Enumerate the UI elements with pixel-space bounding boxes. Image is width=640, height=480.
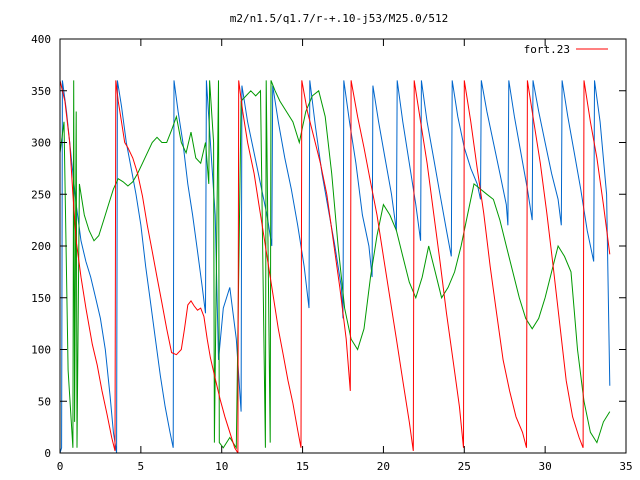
x-tick-label: 30 <box>539 460 552 473</box>
y-tick-label: 300 <box>31 137 51 150</box>
y-tick-label: 250 <box>31 188 51 201</box>
y-tick-label: 50 <box>38 395 51 408</box>
y-tick-label: 100 <box>31 344 51 357</box>
x-tick-label: 5 <box>138 460 145 473</box>
x-tick-label: 25 <box>458 460 471 473</box>
x-tick-label: 0 <box>57 460 64 473</box>
series-line-1 <box>60 80 611 453</box>
series-line-2 <box>60 80 611 450</box>
axis-ticks: 0 50 100 150 200 250 300 350 400 0 5 10 15 20 25 30 35 <box>31 33 633 473</box>
chart-title: m2/n1.5/q1.7/r-+.10-j53/M25.0/512 <box>230 12 449 25</box>
series-layer <box>60 80 611 453</box>
y-tick-label: 400 <box>31 33 51 46</box>
y-tick-label: 0 <box>44 447 51 460</box>
y-tick-label: 350 <box>31 85 51 98</box>
y-tick-label: 200 <box>31 240 51 253</box>
y-tick-label: 150 <box>31 292 51 305</box>
x-tick-label: 35 <box>619 460 632 473</box>
x-tick-label: 15 <box>296 460 309 473</box>
x-tick-label: 10 <box>215 460 228 473</box>
x-tick-label: 20 <box>377 460 390 473</box>
legend: fort.23 <box>524 43 608 56</box>
series-line-0 <box>60 80 611 453</box>
legend-label-fort-23: fort.23 <box>524 43 570 56</box>
